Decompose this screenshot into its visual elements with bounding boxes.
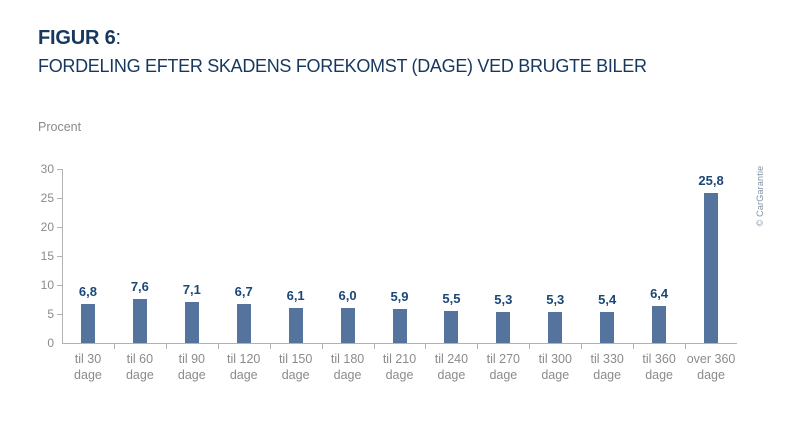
figure-header: FIGUR 6: FORDELING EFTER SKADENS FOREKOM… bbox=[38, 24, 647, 80]
y-tick-label-20: 20 bbox=[40, 220, 54, 234]
x-tick-mark-3 bbox=[217, 344, 219, 349]
figure-colon: : bbox=[115, 27, 122, 49]
bar-value-label-8: 5,3 bbox=[494, 292, 513, 307]
bar-value-label-12: 25,8 bbox=[698, 173, 724, 188]
x-tick-mark-4 bbox=[269, 344, 271, 349]
bar-value-label-10: 5,4 bbox=[598, 292, 617, 307]
y-axis-unit-label: Procent bbox=[38, 120, 82, 134]
bar-value-label-1: 7,6 bbox=[130, 279, 149, 294]
bar-til-150-dage bbox=[288, 308, 303, 343]
x-category-label-9: til 300 dage bbox=[538, 352, 572, 382]
bar-til-90-dage bbox=[184, 302, 199, 343]
y-tick-mark-30 bbox=[57, 169, 62, 170]
x-tick-mark-12 bbox=[685, 344, 687, 349]
y-tick-label-0: 0 bbox=[47, 336, 54, 350]
x-tick-mark-8 bbox=[477, 344, 479, 349]
x-axis-line bbox=[62, 343, 737, 344]
bar-til-180-dage bbox=[340, 308, 355, 343]
bar-til-270-dage bbox=[496, 312, 511, 343]
x-category-label-0: til 30 dage bbox=[74, 352, 102, 382]
bar-value-label-9: 5,3 bbox=[546, 292, 565, 307]
x-tick-mark-10 bbox=[581, 344, 583, 349]
bar-til-120-dage bbox=[236, 304, 251, 343]
y-tick-label-15: 15 bbox=[40, 249, 54, 263]
x-category-label-11: til 360 dage bbox=[642, 352, 676, 382]
x-tick-mark-6 bbox=[373, 344, 375, 349]
x-category-label-4: til 150 dage bbox=[278, 352, 313, 382]
figure-title: FORDELING EFTER SKADENS FOREKOMST (DAGE)… bbox=[38, 56, 647, 76]
bar-til-60-dage bbox=[132, 299, 147, 343]
bar-value-label-11: 6,4 bbox=[650, 286, 669, 301]
x-tick-mark-5 bbox=[321, 344, 323, 349]
x-tick-mark-7 bbox=[425, 344, 427, 349]
y-tick-mark-15 bbox=[57, 256, 62, 257]
y-tick-label-30: 30 bbox=[40, 162, 54, 176]
bar-value-label-0: 6,8 bbox=[78, 284, 97, 299]
bar-over-360-dage bbox=[704, 193, 719, 343]
y-tick-label-25: 25 bbox=[40, 191, 54, 205]
bar-til-300-dage bbox=[548, 312, 563, 343]
y-tick-mark-5 bbox=[57, 314, 62, 315]
bar-value-label-6: 5,9 bbox=[390, 289, 409, 304]
x-category-label-7: til 240 dage bbox=[434, 352, 469, 382]
x-tick-mark-1 bbox=[113, 344, 115, 349]
y-axis-line bbox=[62, 169, 63, 343]
y-tick-mark-20 bbox=[57, 227, 62, 228]
bar-til-30-dage bbox=[80, 304, 95, 343]
figure-number: FIGUR 6 bbox=[38, 27, 116, 49]
x-category-label-3: til 120 dage bbox=[227, 352, 261, 382]
x-category-label-5: til 180 dage bbox=[330, 352, 365, 382]
x-category-label-8: til 270 dage bbox=[486, 352, 521, 382]
x-category-label-1: til 60 dage bbox=[125, 352, 154, 382]
x-category-label-12: over 360 dage bbox=[686, 352, 736, 382]
x-tick-mark-11 bbox=[633, 344, 635, 349]
y-tick-label-10: 10 bbox=[40, 278, 54, 292]
bar-til-210-dage bbox=[392, 309, 407, 343]
bar-value-label-7: 5,5 bbox=[442, 291, 461, 306]
bar-value-label-2: 7,1 bbox=[182, 282, 201, 297]
bar-til-240-dage bbox=[444, 311, 459, 343]
bar-til-360-dage bbox=[652, 306, 667, 343]
y-tick-label-5: 5 bbox=[47, 307, 54, 321]
x-tick-mark-9 bbox=[529, 344, 531, 349]
x-category-label-2: til 90 dage bbox=[177, 352, 206, 382]
x-tick-mark-2 bbox=[165, 344, 167, 349]
bar-til-330-dage bbox=[600, 312, 615, 343]
x-category-label-6: til 210 dage bbox=[382, 352, 417, 382]
bar-value-label-4: 6,1 bbox=[286, 288, 305, 303]
bar-value-label-3: 6,7 bbox=[234, 284, 253, 299]
bar-value-label-5: 6,0 bbox=[338, 288, 357, 303]
figure-label: FIGUR 6: bbox=[38, 24, 647, 52]
y-tick-mark-25 bbox=[57, 198, 62, 199]
y-tick-mark-10 bbox=[57, 285, 62, 286]
copyright-watermark: © CarGarantie bbox=[755, 165, 765, 227]
x-category-label-10: til 330 dage bbox=[590, 352, 624, 382]
